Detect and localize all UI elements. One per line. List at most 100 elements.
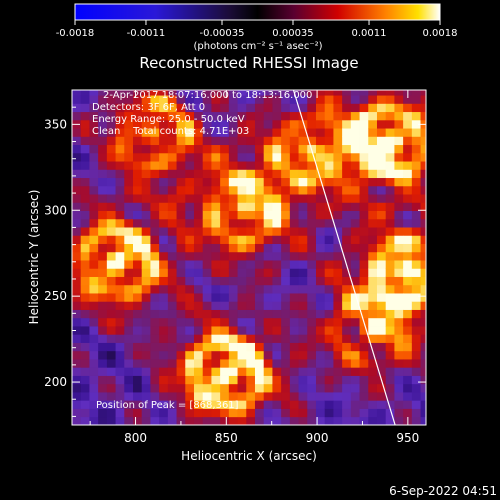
heatmap-cell (150, 194, 160, 203)
heatmap-cell (89, 326, 99, 335)
heatmap-cell (141, 177, 151, 187)
heatmap-cell (124, 359, 134, 368)
heatmap-cell (333, 400, 343, 409)
heatmap-cell (315, 90, 326, 96)
heatmap-cell (72, 235, 82, 244)
heatmap-cell (159, 243, 169, 253)
heatmap-cell (106, 144, 116, 154)
heatmap-cell (150, 350, 160, 360)
heatmap-cell (237, 185, 247, 195)
heatmap-cell (394, 161, 404, 170)
heatmap-cell (193, 342, 204, 352)
heatmap-cell (324, 218, 334, 228)
heatmap-cell (185, 317, 195, 327)
heatmap-cell (263, 161, 273, 170)
heatmap-cell (420, 317, 426, 327)
heatmap-cell (272, 276, 282, 286)
heatmap-cell (202, 375, 212, 385)
heatmap-cell (420, 136, 426, 146)
heatmap-cell (350, 334, 360, 343)
heatmap-cell (202, 251, 212, 261)
heatmap-cell (202, 161, 212, 170)
heatmap-cell (98, 185, 108, 195)
heatmap-cell (89, 317, 99, 327)
heatmap-cell (403, 392, 413, 401)
heatmap-cell (141, 350, 151, 360)
heatmap-cell (394, 251, 404, 261)
heatmap-cell (272, 152, 282, 162)
heatmap-cell (202, 95, 212, 104)
heatmap-cell (159, 301, 169, 310)
heatmap-cell (72, 416, 82, 425)
heatmap-cell (167, 177, 177, 187)
heatmap-cell (350, 350, 360, 360)
heatmap-cell (246, 202, 256, 211)
heatmap-cell (176, 119, 186, 129)
heatmap-cell (159, 334, 169, 343)
heatmap-cell (333, 103, 343, 113)
heatmap-cell (350, 202, 360, 211)
heatmap-cell (220, 202, 230, 211)
heatmap-cell (211, 111, 221, 121)
heatmap-cell (106, 111, 116, 121)
heatmap-cell (220, 119, 230, 129)
heatmap-cell (167, 260, 177, 269)
heatmap-cell (254, 276, 265, 286)
heatmap-cell (150, 326, 160, 335)
heatmap-cell (141, 111, 151, 121)
heatmap-cell (80, 334, 90, 343)
heatmap-cell (167, 375, 177, 385)
heatmap-cell (368, 276, 378, 286)
heatmap-cell (124, 243, 134, 253)
heatmap-cell (289, 317, 299, 327)
heatmap-cell (167, 359, 177, 368)
heatmap-cell (350, 317, 360, 327)
heatmap-cell (202, 416, 212, 425)
heatmap-cell (211, 152, 221, 162)
heatmap-cell (350, 161, 360, 170)
heatmap-cell (359, 309, 369, 319)
heatmap-cell (342, 144, 352, 154)
heatmap-cell (272, 111, 282, 121)
heatmap-cell (376, 210, 387, 220)
heatmap-cell (333, 90, 343, 96)
heatmap-cell (176, 161, 186, 170)
heatmap-cell (307, 90, 317, 96)
heatmap-cell (315, 359, 326, 368)
heatmap-cell (159, 103, 169, 113)
heatmap-cell (307, 392, 317, 401)
heatmap-cell (315, 301, 326, 310)
heatmap-cell (385, 359, 395, 368)
heatmap-cell (324, 90, 334, 96)
heatmap-cell (115, 251, 125, 261)
heatmap-cell (150, 144, 160, 154)
heatmap-cell (141, 309, 151, 319)
heatmap-cell (376, 202, 387, 211)
heatmap-cell (272, 375, 282, 385)
heatmap-cell (376, 309, 387, 319)
heatmap-cell (307, 383, 317, 393)
heatmap-cell (185, 375, 195, 385)
heatmap-cell (289, 136, 299, 146)
heatmap-cell (342, 309, 352, 319)
heatmap-cell (368, 177, 378, 187)
heatmap-cell (106, 202, 116, 211)
heatmap-cell (315, 309, 326, 319)
heatmap-cell (324, 383, 334, 393)
heatmap-cell (228, 111, 238, 121)
heatmap-cell (324, 152, 334, 162)
heatmap-cell (228, 95, 238, 104)
heatmap-cell (359, 293, 369, 302)
heatmap-cell (115, 119, 125, 129)
heatmap-cell (176, 383, 186, 393)
heatmap-cell (333, 111, 343, 121)
heatmap-cell (89, 260, 99, 269)
heatmap-cell (237, 334, 247, 343)
heatmap-cell (376, 218, 387, 228)
heatmap-cell (368, 367, 378, 376)
heatmap-cell (185, 144, 195, 154)
heatmap-cell (211, 243, 221, 253)
heatmap-cell (376, 383, 387, 393)
heatmap-cell (420, 90, 426, 96)
